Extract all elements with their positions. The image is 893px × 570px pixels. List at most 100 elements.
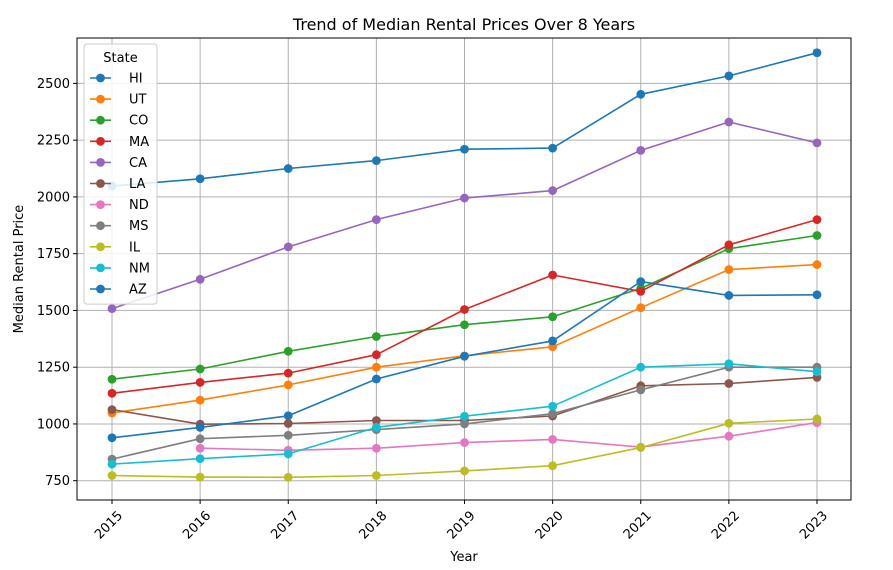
series-az	[107, 277, 822, 443]
legend-swatch-marker	[96, 94, 105, 104]
legend-label-ut: UT	[129, 93, 147, 108]
y-tick-label: 750	[45, 474, 70, 489]
legend-entry-ms: MS	[90, 219, 148, 234]
data-point-il	[724, 418, 734, 428]
legend-label-ms: MS	[129, 219, 148, 234]
legend-label-hi: HI	[129, 72, 143, 87]
data-point-il	[812, 414, 822, 424]
data-point-hi	[724, 71, 734, 81]
data-point-nm	[371, 422, 381, 432]
legend-swatch-marker	[96, 284, 105, 294]
data-point-nm	[195, 454, 205, 464]
legend-entry-nd: ND	[90, 198, 149, 213]
data-point-ca	[371, 215, 381, 225]
data-point-ut	[283, 380, 293, 390]
data-point-ms	[283, 430, 293, 440]
data-point-co	[371, 332, 381, 341]
legend-label-il: IL	[129, 240, 141, 255]
legend-swatch-marker	[96, 200, 105, 210]
data-point-ut	[812, 260, 822, 269]
data-point-az	[460, 351, 469, 361]
data-point-nd	[548, 434, 558, 444]
data-point-co	[460, 320, 469, 330]
data-point-az	[548, 336, 558, 346]
data-point-az	[636, 277, 646, 286]
legend: State HI UT CO MA CA LA ND MS IL NM AZ	[83, 43, 158, 305]
legend-swatch-marker	[96, 136, 105, 146]
legend-label-nm: NM	[129, 261, 150, 276]
legend-entry-hi: HI	[90, 72, 143, 87]
data-point-ma	[107, 388, 117, 398]
data-point-il	[460, 466, 469, 476]
data-point-il	[283, 472, 293, 482]
data-point-ca	[195, 274, 205, 284]
data-point-co	[548, 312, 558, 322]
data-point-ut	[371, 362, 381, 372]
data-point-co	[812, 231, 822, 240]
legend-swatch-marker	[96, 263, 105, 273]
y-tick-label: 1250	[37, 361, 70, 376]
data-point-il	[548, 461, 558, 471]
data-point-ma	[371, 350, 381, 360]
data-point-la	[107, 405, 117, 415]
data-point-nd	[724, 431, 734, 441]
legend-swatch-marker	[96, 73, 105, 83]
data-point-ms	[195, 434, 205, 444]
data-point-nm	[460, 411, 469, 421]
legend-label-ca: CA	[129, 156, 147, 171]
legend-entry-la: LA	[90, 177, 146, 192]
y-tick-label: 1750	[37, 247, 70, 262]
data-point-la	[283, 419, 293, 428]
data-point-nm	[107, 459, 117, 469]
data-point-la	[371, 416, 381, 425]
data-point-co	[283, 346, 293, 356]
legend-entry-az: AZ	[90, 283, 147, 298]
data-point-hi	[195, 174, 205, 184]
data-point-ca	[812, 138, 822, 148]
legend-label-ma: MA	[129, 135, 149, 150]
data-point-az	[812, 290, 822, 300]
legend-box	[83, 43, 158, 305]
data-point-co	[107, 374, 117, 384]
data-point-ca	[283, 242, 293, 252]
data-point-az	[371, 374, 381, 384]
y-tick-label: 2250	[37, 134, 70, 149]
legend-entry-ca: CA	[90, 156, 147, 171]
data-point-hi	[460, 144, 469, 154]
legend-label-az: AZ	[129, 283, 147, 298]
data-point-ca	[636, 145, 646, 155]
data-point-az	[107, 433, 117, 443]
data-point-hi	[812, 48, 822, 58]
legend-label-nd: ND	[129, 198, 149, 213]
legend-swatch-marker	[96, 242, 105, 252]
data-point-il	[636, 443, 646, 452]
legend-swatch-marker	[96, 115, 105, 125]
data-point-hi	[283, 164, 293, 173]
legend-entry-ut: UT	[90, 93, 147, 108]
y-tick-label: 1500	[37, 304, 70, 319]
data-point-ca	[724, 117, 734, 127]
data-point-ma	[283, 368, 293, 378]
data-point-ut	[724, 265, 734, 274]
series-il	[107, 414, 822, 482]
data-point-ms	[636, 385, 646, 395]
data-point-nd	[371, 443, 381, 453]
series-group	[107, 48, 822, 482]
series-nm	[107, 359, 822, 469]
data-point-ma	[724, 240, 734, 250]
legend-entry-ma: MA	[90, 135, 149, 150]
data-point-nm	[724, 359, 734, 369]
data-point-la	[724, 379, 734, 388]
data-point-ca	[548, 186, 558, 195]
y-tick-label: 2500	[37, 77, 70, 92]
data-point-nm	[636, 362, 646, 372]
data-point-il	[195, 472, 205, 482]
data-point-ma	[195, 378, 205, 387]
data-point-ms	[548, 409, 558, 419]
legend-swatch-marker	[96, 158, 105, 167]
series-ma	[107, 215, 822, 398]
data-point-ma	[636, 286, 646, 296]
data-point-nm	[812, 367, 822, 377]
data-point-co	[195, 364, 205, 374]
chart-title: Trend of Median Rental Prices Over 8 Yea…	[292, 15, 635, 34]
